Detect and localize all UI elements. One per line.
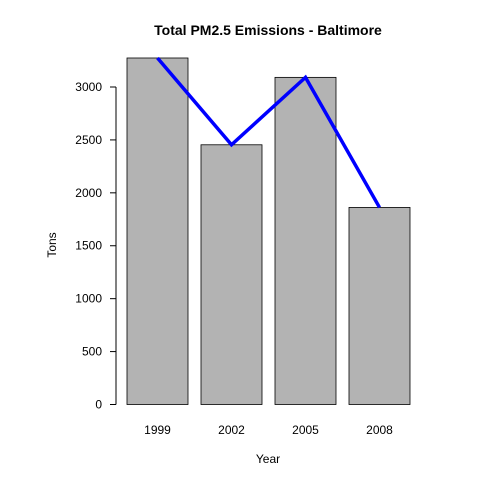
x-tick-label-2005: 2005 [292,423,319,437]
y-tick-label-1000: 1000 [75,292,102,306]
trend-line [156,56,382,209]
chart-title: Total PM2.5 Emissions - Baltimore [154,22,382,38]
bar-2005 [274,76,337,405]
bar-2008 [348,207,411,405]
y-tick-label-500: 500 [82,345,102,359]
y-tick-label-1500: 1500 [75,239,102,253]
y-tick-label-3000: 3000 [75,80,102,94]
y-tick-label-0: 0 [95,398,102,412]
y-tick-label-2500: 2500 [75,133,102,147]
x-tick-label-1999: 1999 [144,423,171,437]
bar-2002 [200,144,263,405]
bar-1999 [126,57,189,405]
x-tick-label-2008: 2008 [366,423,393,437]
line-layer [156,56,382,209]
y-axis-label: Tons [45,232,59,257]
x-tick-label-2002: 2002 [218,423,245,437]
x-axis-tick-labels: 1999 2002 2005 2008 [144,423,393,437]
x-axis-label: Year [256,452,280,466]
y-axis: 0 500 1000 1500 2000 2500 3000 [75,80,117,412]
y-tick-label-2000: 2000 [75,186,102,200]
